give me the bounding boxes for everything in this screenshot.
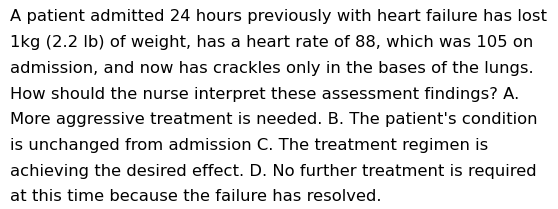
Text: A patient admitted 24 hours previously with heart failure has lost: A patient admitted 24 hours previously w… bbox=[10, 9, 547, 24]
Text: is unchanged from admission C. The treatment regimen is: is unchanged from admission C. The treat… bbox=[10, 138, 488, 153]
Text: achieving the desired effect. D. No further treatment is required: achieving the desired effect. D. No furt… bbox=[10, 164, 537, 179]
Text: How should the nurse interpret these assessment findings? A.: How should the nurse interpret these ass… bbox=[10, 87, 519, 102]
Text: 1kg (2.2 lb) of weight, has a heart rate of 88, which was 105 on: 1kg (2.2 lb) of weight, has a heart rate… bbox=[10, 35, 533, 50]
Text: at this time because the failure has resolved.: at this time because the failure has res… bbox=[10, 189, 382, 204]
Text: admission, and now has crackles only in the bases of the lungs.: admission, and now has crackles only in … bbox=[10, 61, 533, 76]
Text: More aggressive treatment is needed. B. The patient's condition: More aggressive treatment is needed. B. … bbox=[10, 112, 537, 127]
